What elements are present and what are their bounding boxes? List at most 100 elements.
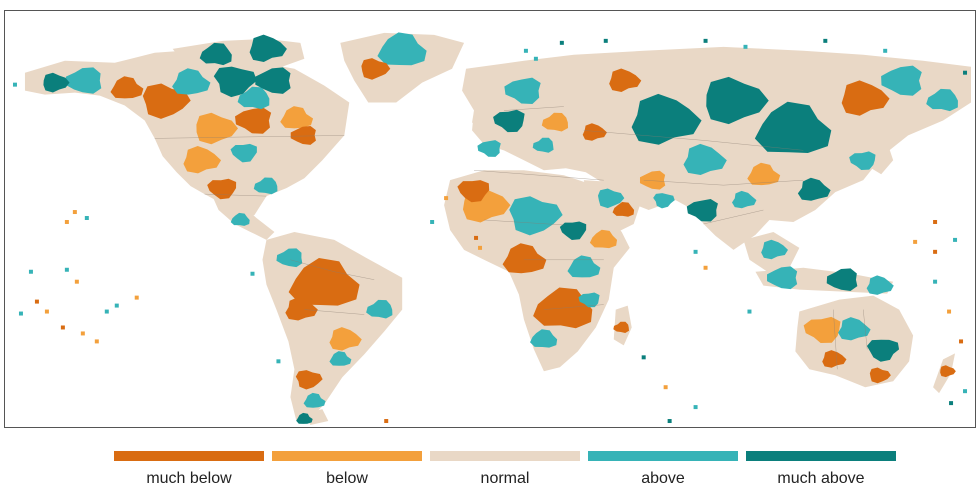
patch-much-below-congo (502, 243, 547, 274)
legend-swatch-below (272, 451, 422, 461)
land-greenland (340, 32, 465, 103)
anomaly-patches (43, 32, 958, 424)
border-line-4 (474, 169, 604, 181)
island-dot-27 (430, 219, 435, 224)
patch-above-sahel (509, 196, 563, 236)
island-dot-34 (953, 237, 958, 242)
patch-above-arabia (597, 188, 625, 209)
patch-much-below-patagonia (295, 370, 323, 390)
island-dot-47 (12, 82, 17, 87)
patch-much-above-mongolia (754, 101, 832, 154)
border-line-10 (703, 209, 764, 225)
island-dot-32 (913, 239, 918, 244)
border-line-12 (833, 309, 838, 370)
patch-above-central-australia (838, 317, 871, 341)
patch-below-quebec (280, 106, 314, 129)
island-dot-45 (72, 210, 77, 215)
patch-above-new-guinea (866, 275, 894, 295)
legend-item-much-above: much above (746, 450, 896, 490)
island-dot-7 (114, 303, 119, 308)
island-dot-4 (80, 331, 85, 336)
island-dot-30 (667, 419, 672, 424)
patch-much-above-central-siberia (706, 76, 769, 125)
border-line-11 (503, 106, 564, 111)
land-uk (472, 104, 490, 129)
patch-below-paraguay (329, 327, 362, 351)
patch-much-above-bering (43, 72, 70, 93)
legend-swatch-normal (430, 451, 580, 461)
patch-much-above-europe (493, 109, 525, 133)
legend-label-much-above: much above (777, 470, 865, 487)
land-arabia (583, 180, 640, 234)
patch-above-southeast-us (253, 177, 278, 195)
island-dot-23 (963, 70, 968, 75)
patch-below-china (747, 162, 781, 186)
patch-above-chukotka (926, 88, 958, 112)
patch-much-below-madagascar (613, 321, 630, 333)
patch-much-below-amazon (288, 258, 360, 306)
patch-below-western-australia (803, 316, 841, 344)
island-dot-44 (64, 219, 69, 224)
island-dot-14 (384, 419, 389, 424)
patch-above-central-asia (683, 143, 727, 176)
patch-much-above-cape-horn (296, 412, 313, 424)
patch-above-uruguay (329, 351, 352, 366)
island-dot-33 (933, 249, 938, 254)
patch-above-central-america (230, 212, 250, 226)
island-dot-29 (663, 385, 668, 390)
patch-below-canada (196, 112, 239, 145)
patch-above-colombia (276, 248, 303, 268)
patch-much-above-ellesmere (249, 34, 287, 63)
patch-much-above-nunavut (213, 66, 257, 98)
border-line-8 (583, 130, 804, 151)
island-dot-25 (478, 245, 483, 250)
patch-above-east-africa (567, 255, 601, 278)
island-dot-35 (933, 279, 938, 284)
patch-above-greenland (377, 32, 427, 66)
island-dots (12, 38, 968, 424)
patch-much-below-mexico (207, 178, 237, 200)
island-dot-39 (949, 401, 954, 406)
island-dot-15 (523, 48, 528, 53)
patch-above-mozambique (578, 292, 600, 308)
patch-above-kamchatka (881, 65, 922, 96)
legend-label-above: above (641, 470, 685, 487)
legend-swatch-much-above (746, 451, 896, 461)
legend-label-much-below: much below (146, 470, 232, 487)
patch-much-below-far-east (841, 80, 890, 116)
patch-above-scandinavia (504, 77, 541, 104)
island-dot-19 (703, 38, 708, 43)
legend-swatch-above (588, 451, 738, 461)
legend-item-below: below (272, 450, 422, 490)
patch-above-sumatra (767, 266, 798, 290)
legend-item-above: above (588, 450, 738, 490)
border-line-7 (543, 304, 604, 310)
island-dot-17 (559, 40, 564, 45)
patch-much-below-south-australia (822, 350, 847, 368)
border-line-5 (483, 219, 564, 226)
island-dot-18 (603, 38, 608, 43)
island-dot-12 (250, 271, 255, 276)
land-north-america (24, 48, 350, 220)
legend-item-normal: normal (430, 450, 580, 490)
legend: much below below normal above much above (114, 450, 896, 490)
patch-much-above-east-china (797, 177, 831, 201)
patch-above-tibet (732, 190, 757, 209)
island-dot-11 (74, 279, 79, 284)
island-dot-9 (18, 311, 23, 316)
land-australia (795, 295, 914, 388)
legend-label-normal: normal (480, 470, 530, 487)
patch-much-below-maghreb (457, 180, 490, 203)
patch-below-west-us (183, 145, 222, 174)
island-dot-24 (474, 235, 479, 240)
patch-above-hudson-west (237, 86, 270, 110)
island-dot-46 (84, 216, 89, 220)
island-dot-0 (28, 269, 33, 274)
island-dot-21 (823, 38, 828, 43)
island-dot-28 (641, 355, 646, 360)
border-line-1 (204, 193, 267, 197)
patch-above-western-alaska (65, 67, 102, 94)
island-dot-26 (444, 196, 449, 201)
patch-much-below-urals (609, 68, 642, 93)
patch-much-below-new-zealand (940, 365, 956, 378)
